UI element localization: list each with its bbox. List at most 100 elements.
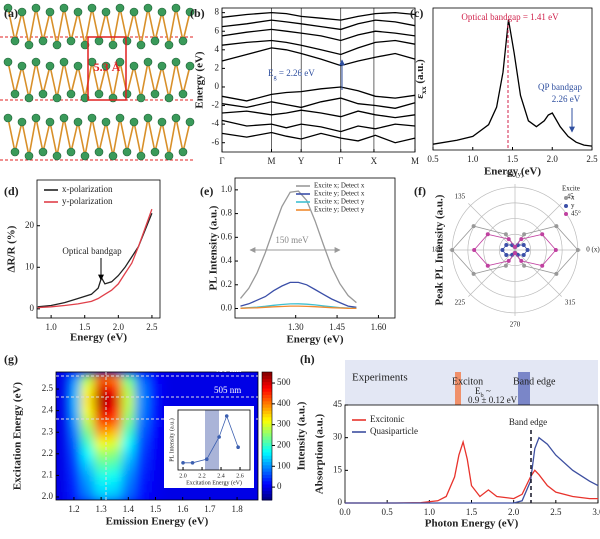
atom (87, 113, 97, 123)
legend-label: x (571, 194, 575, 202)
y-tick-label: 1.0 (221, 184, 233, 194)
heatmap-cell (67, 459, 82, 471)
x-tick-label: 1.5 (507, 154, 519, 164)
legend-label: Quasiparticle (370, 426, 418, 436)
heatmap-cell (121, 405, 136, 417)
annotation: 2.26 eV (552, 94, 581, 104)
atom (80, 151, 90, 161)
atom (59, 3, 69, 13)
x-tick-label: 1.8 (231, 504, 243, 514)
bond (98, 11, 107, 42)
polar-point (554, 271, 559, 276)
atom (10, 147, 20, 157)
polar-point (519, 237, 524, 242)
colorbar-stripe (262, 391, 272, 395)
atom (150, 36, 160, 46)
atom (3, 113, 13, 123)
polar-point (540, 232, 545, 237)
heatmap-cell (148, 372, 163, 385)
atom (24, 40, 34, 50)
heatmap-cell (107, 480, 123, 493)
line-series (345, 439, 598, 504)
atom (108, 40, 118, 50)
bond (56, 7, 65, 46)
binding-value: 0.9 ± 0.12 eV (468, 395, 518, 405)
bond (168, 61, 177, 99)
y-tick-label: 2.3 (42, 426, 54, 436)
atom (38, 147, 48, 157)
atom (24, 151, 34, 161)
colorbar-tick-label: 200 (277, 440, 291, 450)
x-tick-label: 0.5 (427, 154, 439, 164)
x-tick-label: 2.0 (113, 322, 125, 332)
bond (28, 7, 37, 46)
heatmap-cell (121, 437, 136, 449)
polar-point (540, 263, 545, 268)
bond (7, 7, 16, 42)
bond (147, 117, 156, 153)
heatmap-cell (135, 405, 150, 417)
legend-label: Excite y; Detect x (314, 190, 365, 198)
heatmap-cell (67, 426, 82, 439)
colorbar-stripe (262, 493, 272, 498)
polar-point (472, 248, 477, 252)
y-axis-label-part: xx (419, 86, 428, 94)
heatmap-cell (135, 491, 150, 500)
bond (49, 121, 58, 157)
atom (31, 3, 41, 13)
heatmap-cell (107, 426, 123, 439)
x-tick-label: Γ (219, 156, 224, 166)
bond (140, 7, 149, 46)
y-tick-label: 20 (25, 220, 35, 230)
atom (3, 57, 13, 67)
x-tick-label: 1.5 (79, 322, 91, 332)
atom (59, 113, 69, 123)
annotation: Band edge (509, 417, 547, 427)
atom (87, 3, 97, 13)
x-tick-label: 1.0 (45, 322, 57, 332)
plot-frame (55, 371, 259, 501)
x-tick-label: 0.0 (339, 507, 351, 517)
atom (136, 40, 146, 50)
atom (94, 89, 104, 99)
bond (161, 65, 170, 99)
y-tick-label: 10 (25, 261, 35, 271)
heatmap-cell (94, 491, 109, 500)
atom (45, 61, 55, 71)
line-series (239, 190, 357, 304)
heatmap-cell (135, 426, 150, 439)
heatmap-cell (94, 372, 109, 385)
heatmap-cell (230, 491, 245, 500)
heatmap-cell (107, 416, 123, 428)
bond (35, 61, 44, 95)
plot-frame (432, 7, 593, 151)
annotation: Optical bandgap = 1.41 eV (461, 12, 559, 22)
heatmap-cell (94, 437, 109, 449)
polar-point (485, 263, 490, 268)
atom (73, 117, 83, 127)
panel-label: (a) (4, 6, 18, 20)
panel-label: (g) (4, 352, 18, 366)
y-tick-label: 2.4 (42, 405, 54, 415)
heatmap-cell (121, 480, 136, 493)
heatmap-cell (121, 372, 136, 385)
inset-shade (205, 410, 219, 470)
colorbar-stripe (262, 436, 272, 440)
heatmap-cell (175, 372, 190, 385)
bond (84, 117, 93, 157)
x-tick-label: 1.2 (68, 504, 79, 514)
bond (42, 65, 51, 95)
heatmap-cell (135, 372, 150, 385)
colorbar-stripe (262, 468, 272, 472)
colorbar-stripe (262, 416, 272, 421)
atom (66, 89, 76, 99)
y-tick-label: 2.1 (42, 469, 53, 479)
atom (45, 117, 55, 127)
colorbar-stripe (262, 439, 272, 443)
x-tick-label: 2.5 (146, 322, 158, 332)
heatmap-cell (107, 491, 123, 500)
y-tick-label: 0 (338, 497, 343, 507)
heatmap-cell (121, 448, 136, 460)
y-axis-label: Excitation Energy (eV) (12, 382, 24, 490)
colorbar-stripe (262, 458, 272, 463)
